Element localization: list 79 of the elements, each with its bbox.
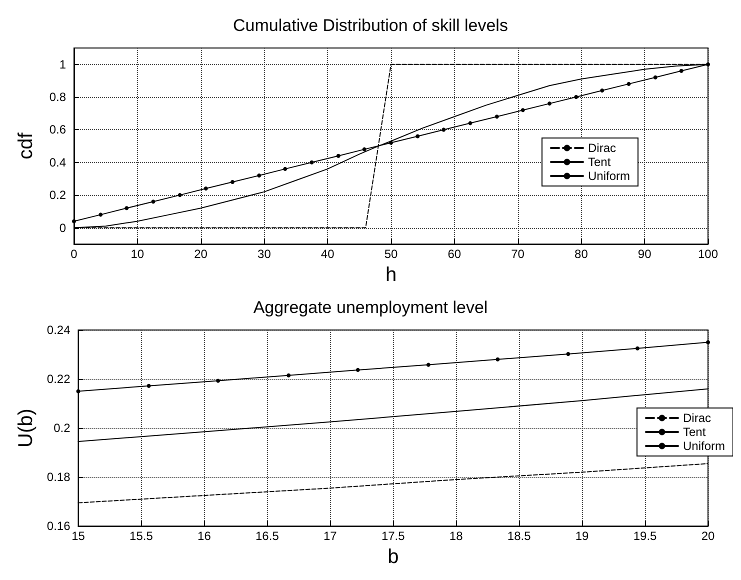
y-tick-label: 0.2 xyxy=(54,421,71,436)
y-axis-title: U(b) xyxy=(15,408,37,448)
point xyxy=(416,134,420,138)
point xyxy=(72,219,76,224)
point xyxy=(426,362,430,367)
y-tick-label: 0.22 xyxy=(46,372,71,386)
point xyxy=(626,82,631,86)
point xyxy=(679,68,684,73)
x-tick-label: 90 xyxy=(638,247,652,262)
point xyxy=(548,102,552,106)
y-axis-title: cdf xyxy=(15,132,37,160)
legend-label: Uniform xyxy=(588,169,630,183)
x-tick-label: 19 xyxy=(575,529,590,544)
y-tick-label: 0.2 xyxy=(49,188,66,202)
point xyxy=(310,160,314,164)
point xyxy=(283,166,288,171)
x-axis-title: b xyxy=(388,546,399,568)
x-tick-label: 100 xyxy=(698,247,718,262)
x-tick-label: 10 xyxy=(130,247,144,262)
x-tick-label: 40 xyxy=(320,247,335,262)
point xyxy=(442,128,446,132)
legend-label: Tent xyxy=(588,155,612,169)
point xyxy=(706,340,710,344)
point xyxy=(494,114,499,119)
y-tick-label: 1 xyxy=(59,57,66,72)
point xyxy=(653,75,658,80)
legend-label: Tent xyxy=(682,425,706,439)
x-tick-label: 16 xyxy=(198,529,212,544)
point xyxy=(216,378,220,383)
point xyxy=(98,212,103,217)
x-tick-label: 18.5 xyxy=(507,529,532,544)
x-tick-label: 80 xyxy=(574,247,588,262)
y-tick-label: 0.8 xyxy=(49,90,66,104)
y-tick-label: 0.4 xyxy=(49,155,66,170)
x-tick-label: 15 xyxy=(72,529,86,544)
x-tick-label: 20 xyxy=(701,529,715,544)
x-tick-label: 16.5 xyxy=(256,529,280,544)
x-tick-label: 60 xyxy=(448,247,462,262)
chart-title: Aggregate unemployment level xyxy=(253,298,488,317)
point xyxy=(389,140,393,145)
x-tick-label: 17.5 xyxy=(381,529,406,544)
point xyxy=(230,180,234,184)
y-tick-label: 0.16 xyxy=(46,519,71,534)
point xyxy=(336,154,340,158)
point xyxy=(204,186,208,191)
point xyxy=(468,121,472,126)
point xyxy=(151,200,156,204)
point xyxy=(257,173,262,178)
point xyxy=(496,357,500,362)
point xyxy=(286,373,291,378)
point xyxy=(178,193,182,198)
legend-label: Dirac xyxy=(682,411,712,425)
point xyxy=(520,108,525,112)
point xyxy=(600,88,604,92)
point xyxy=(566,352,570,356)
legend-label: Dirac xyxy=(588,141,616,155)
x-tick-label: 17 xyxy=(323,529,338,544)
point xyxy=(574,95,578,100)
x-tick-label: 30 xyxy=(258,247,272,262)
point xyxy=(76,389,80,394)
x-tick-label: 19.5 xyxy=(633,529,658,544)
point xyxy=(146,384,151,388)
x-tick-label: 70 xyxy=(511,247,525,262)
x-tick-label: 18 xyxy=(449,529,464,544)
point xyxy=(706,62,710,66)
x-tick-label: 20 xyxy=(194,247,208,262)
legend-label: Uniform xyxy=(682,439,726,453)
point xyxy=(356,368,360,372)
x-axis-title: h xyxy=(385,264,397,286)
y-tick-label: 0.6 xyxy=(49,122,66,137)
y-tick-label: 0 xyxy=(59,220,66,235)
chart-title: Cumulative Distribution of skill levels xyxy=(233,16,508,35)
point xyxy=(124,206,129,210)
x-tick-label: 15.5 xyxy=(130,529,154,544)
point xyxy=(362,147,366,152)
x-tick-label: 50 xyxy=(384,247,398,262)
y-tick-label: 0.24 xyxy=(46,323,71,337)
y-tick-label: 0.18 xyxy=(46,470,71,484)
point xyxy=(635,346,640,350)
